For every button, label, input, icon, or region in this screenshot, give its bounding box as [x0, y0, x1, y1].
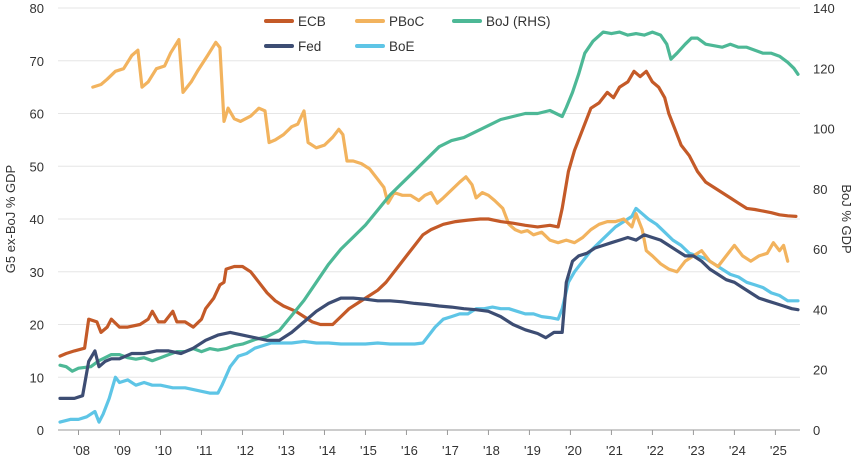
x-tick-label: '22 [647, 443, 664, 458]
left-axis-ticks: 0 10 20 30 40 50 60 70 80 [30, 1, 44, 438]
right-tick-label: 80 [813, 182, 827, 197]
x-tick-label: '19 [524, 443, 541, 458]
x-tick-label: '09 [114, 443, 131, 458]
right-tick-label: 100 [813, 122, 835, 137]
left-tick-label: 0 [37, 423, 44, 438]
left-tick-label: 40 [30, 212, 44, 227]
legend-item-pboc: PBoC [355, 14, 425, 29]
x-tick-label: '12 [237, 443, 254, 458]
right-axis-ticks: 0 20 40 60 80 100 120 140 [813, 1, 835, 438]
x-tick-label: '15 [360, 443, 377, 458]
legend-item-ecb: ECB [264, 14, 326, 29]
left-tick-label: 80 [30, 1, 44, 16]
x-tick-label: '10 [155, 443, 172, 458]
right-tick-label: 140 [813, 1, 835, 16]
series-line-fed [58, 233, 800, 400]
right-tick-label: 0 [813, 423, 820, 438]
left-tick-label: 10 [30, 370, 44, 385]
left-tick-label: 70 [30, 54, 44, 69]
x-tick-label: '14 [319, 443, 336, 458]
left-tick-label: 30 [30, 265, 44, 280]
x-tick-label: '08 [73, 443, 90, 458]
left-tick-label: 20 [30, 318, 44, 333]
series-line-pboc [91, 38, 790, 274]
right-tick-label: 120 [813, 61, 835, 76]
legend: ECB PBoC BoJ (RHS) Fed BoE [264, 14, 551, 54]
series-line-boj-rhs [58, 30, 800, 373]
series-lines [58, 30, 800, 424]
left-axis-title: G5 ex-BoJ % GDP [3, 165, 18, 273]
left-tick-label: 50 [30, 159, 44, 174]
left-tick-label: 60 [30, 107, 44, 122]
x-tick-label: '23 [688, 443, 705, 458]
legend-label-pboc: PBoC [389, 14, 425, 29]
right-tick-label: 60 [813, 242, 827, 257]
legend-item-boj: BoJ (RHS) [452, 14, 551, 29]
right-tick-label: 40 [813, 302, 827, 317]
legend-item-boe: BoE [355, 39, 415, 54]
legend-label-boe: BoE [389, 39, 415, 54]
x-tick-label: '17 [442, 443, 459, 458]
x-tick-label: '20 [565, 443, 582, 458]
series-line-ecb [58, 69, 798, 358]
x-axis-ticks: '08 '09 '10 '11 '12 '13 '14 '15 '16 '17 '18 '19 '20 '… [73, 430, 787, 458]
legend-item-fed: Fed [264, 39, 321, 54]
x-tick-label: '25 [770, 443, 787, 458]
x-tick-label: '13 [278, 443, 295, 458]
x-tick-label: '24 [729, 443, 746, 458]
x-tick-label: '11 [196, 443, 212, 458]
right-axis-title: BoJ % GDP [839, 184, 854, 253]
x-tick-label: '16 [401, 443, 418, 458]
series-line-boe [58, 206, 800, 424]
right-tick-label: 20 [813, 363, 827, 378]
legend-label-ecb: ECB [298, 14, 326, 29]
x-tick-label: '21 [606, 443, 623, 458]
legend-label-boj: BoJ (RHS) [486, 14, 551, 29]
x-tick-label: '18 [483, 443, 500, 458]
legend-label-fed: Fed [298, 39, 321, 54]
